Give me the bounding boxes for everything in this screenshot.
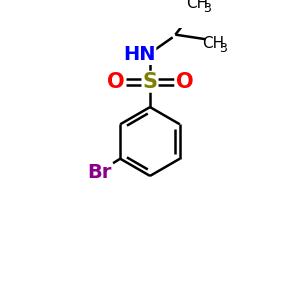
Text: 3: 3	[203, 2, 211, 15]
Text: O: O	[176, 72, 193, 92]
Text: CH: CH	[186, 0, 208, 11]
Text: S: S	[142, 72, 158, 92]
Text: HN: HN	[123, 45, 155, 64]
Text: 3: 3	[219, 42, 227, 55]
Text: Br: Br	[87, 163, 112, 182]
Text: CH: CH	[202, 36, 224, 51]
Text: O: O	[107, 72, 124, 92]
